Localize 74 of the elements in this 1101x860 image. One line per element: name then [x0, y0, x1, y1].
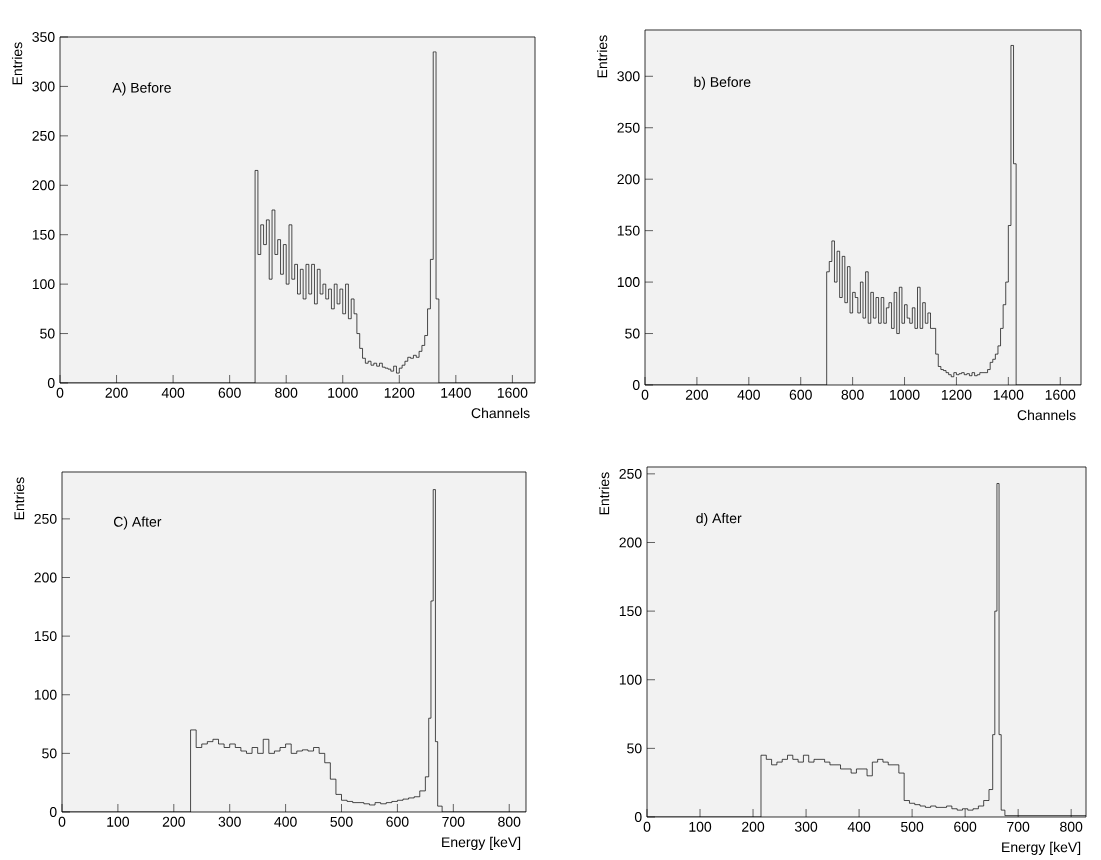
x-tick-label: 200 — [685, 390, 709, 400]
x-tick-label: 700 — [442, 817, 465, 827]
x-axis-title: Channels — [471, 408, 530, 419]
x-tick-label: 1600 — [497, 388, 528, 398]
x-tick-label: 300 — [218, 817, 241, 827]
x-axis-title: Channels — [1017, 410, 1076, 421]
y-tick-label: 0 — [47, 378, 55, 389]
y-tick-label: 50 — [625, 328, 640, 339]
y-tick-label: 50 — [40, 328, 55, 339]
y-axis-title: Entries — [13, 477, 25, 520]
x-tick-label: 400 — [161, 388, 185, 398]
y-tick-label: 200 — [619, 537, 642, 548]
y-tick-label: 100 — [32, 279, 55, 290]
x-tick-label: 600 — [789, 390, 812, 400]
x-tick-label: 200 — [105, 388, 128, 398]
x-tick-label: 100 — [689, 822, 712, 832]
y-tick-label: 300 — [617, 71, 640, 82]
x-tick-label: 0 — [58, 817, 66, 827]
y-tick-label: 150 — [34, 631, 57, 642]
y-tick-label: 50 — [42, 748, 57, 759]
y-tick-label: 250 — [32, 131, 55, 142]
y-axis-title: Entries — [11, 42, 23, 85]
x-axis-title: Energy [keV] — [442, 837, 521, 851]
y-tick-label: 100 — [619, 674, 642, 685]
x-tick-label: 100 — [107, 817, 130, 827]
y-tick-label: 250 — [619, 469, 642, 480]
y-tick-label: 250 — [34, 514, 57, 525]
x-tick-label: 800 — [841, 390, 864, 400]
x-tick-label: 1200 — [941, 390, 972, 400]
annotation: C) After — [113, 516, 162, 530]
annotation: A) Before — [112, 82, 171, 96]
y-axis-title: Entries — [596, 35, 608, 78]
x-tick-label: 300 — [794, 822, 818, 832]
y-tick-label: 200 — [34, 572, 57, 583]
y-tick-label: 250 — [617, 122, 640, 133]
x-tick-label: 1400 — [441, 388, 471, 398]
x-tick-label: 700 — [1007, 822, 1030, 832]
x-tick-label: 400 — [274, 817, 297, 827]
x-axis-title: Energy [keV] — [1002, 842, 1081, 856]
y-tick-label: 0 — [632, 380, 640, 391]
annotation: b) Before — [694, 76, 751, 90]
y-tick-label: 150 — [619, 606, 642, 617]
y-tick-label: 150 — [32, 229, 55, 240]
x-tick-label: 1200 — [384, 388, 415, 398]
x-tick-label: 0 — [641, 390, 649, 400]
x-tick-label: 400 — [847, 822, 871, 832]
y-tick-label: 350 — [32, 32, 55, 43]
x-tick-label: 1000 — [890, 390, 920, 400]
x-tick-label: 0 — [643, 822, 651, 832]
y-tick-label: 50 — [627, 743, 642, 754]
x-tick-label: 600 — [386, 817, 409, 827]
x-tick-label: 1400 — [993, 390, 1024, 400]
x-tick-label: 800 — [275, 388, 298, 398]
y-tick-label: 300 — [32, 81, 55, 92]
x-tick-label: 800 — [498, 817, 521, 827]
x-tick-label: 600 — [954, 822, 977, 832]
y-tick-label: 150 — [617, 225, 640, 236]
x-tick-label: 1000 — [328, 388, 358, 398]
y-tick-label: 200 — [617, 174, 640, 185]
x-tick-label: 0 — [56, 388, 64, 398]
y-axis-title: Entries — [598, 472, 610, 515]
x-tick-label: 200 — [162, 817, 185, 827]
annotation: d) After — [696, 513, 742, 527]
x-tick-label: 400 — [737, 390, 760, 400]
x-tick-label: 600 — [218, 388, 241, 398]
y-tick-label: 200 — [32, 180, 55, 191]
y-tick-label: 100 — [34, 689, 57, 700]
x-tick-label: 500 — [330, 817, 353, 827]
x-tick-label: 500 — [900, 822, 924, 832]
x-tick-label: 200 — [742, 822, 765, 832]
x-tick-label: 1600 — [1045, 390, 1076, 400]
x-tick-label: 800 — [1060, 822, 1083, 832]
y-tick-label: 0 — [49, 807, 57, 818]
y-tick-label: 100 — [617, 277, 640, 288]
